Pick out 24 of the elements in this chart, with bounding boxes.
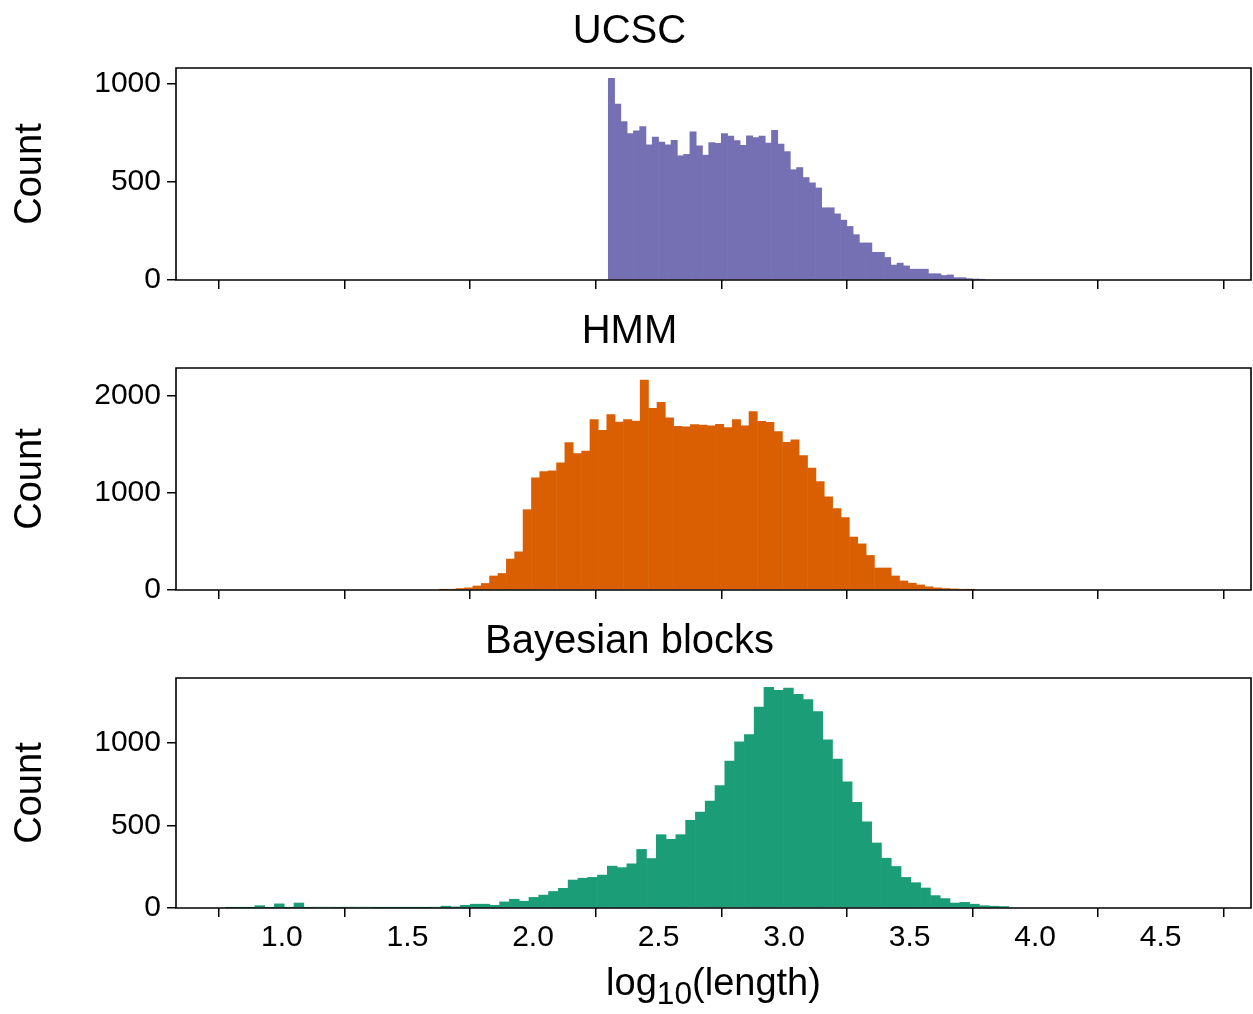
y-axis-title: Count <box>7 427 50 530</box>
y-tick-label: 500 <box>110 163 161 197</box>
x-tick-label: 4.5 <box>1139 919 1182 953</box>
x-tick-label: 2.0 <box>512 919 554 953</box>
x-tick-label: 4.0 <box>1014 919 1056 953</box>
chart-title: UCSC <box>572 7 687 52</box>
y-tick-label: 0 <box>144 889 161 923</box>
y-tick-label: 1000 <box>94 64 161 98</box>
y-tick-label: 0 <box>144 261 161 295</box>
x-axis-title: log$_{10}$(length) <box>605 960 822 1013</box>
y-tick-label: 500 <box>110 806 161 840</box>
y-tick-label: 1000 <box>94 473 161 507</box>
x-tick-label: 1.0 <box>261 919 303 953</box>
y-tick-label: 1000 <box>94 723 161 757</box>
x-tick-label: 3.0 <box>763 919 805 953</box>
y-axis-title: Count <box>7 741 50 844</box>
y-axis-title: Count <box>7 122 50 225</box>
x-tick-label: 1.5 <box>386 919 429 953</box>
chart-title: HMM <box>581 307 678 352</box>
y-tick-label: 2000 <box>94 376 161 410</box>
chart-title: Bayesian blocks <box>484 617 775 662</box>
x-tick-label: 2.5 <box>637 919 680 953</box>
x-tick-label: 3.5 <box>888 919 931 953</box>
y-tick-label: 0 <box>144 571 161 605</box>
